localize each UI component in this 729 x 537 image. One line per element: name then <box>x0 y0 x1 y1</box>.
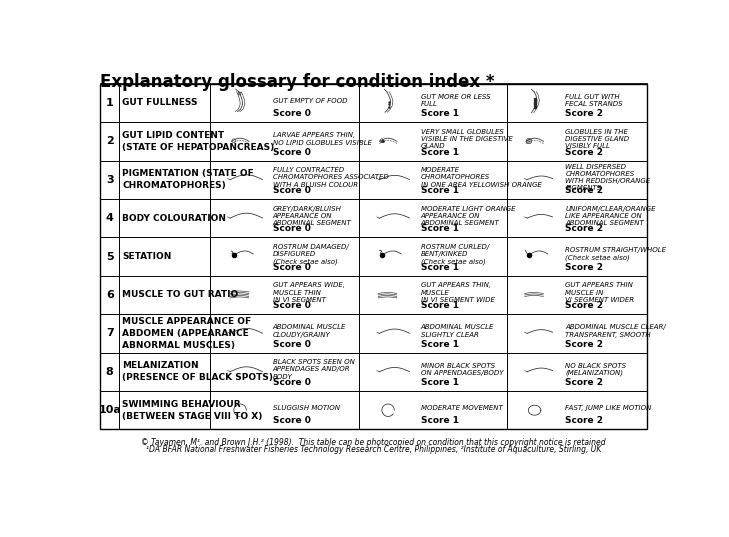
Text: Score 1: Score 1 <box>421 417 459 425</box>
Text: Score 0: Score 0 <box>273 148 311 157</box>
Text: Score 0: Score 0 <box>273 224 311 234</box>
Text: GLOBULES IN THE
DIGESTIVE GLAND
VISIBLY FULL: GLOBULES IN THE DIGESTIVE GLAND VISIBLY … <box>566 129 630 149</box>
Text: Score 1: Score 1 <box>421 378 459 387</box>
Text: 4: 4 <box>106 213 114 223</box>
Text: ABDOMINAL MUSCLE CLEAR/
TRANSPARENT, SMOOTH: ABDOMINAL MUSCLE CLEAR/ TRANSPARENT, SMO… <box>566 324 666 338</box>
Text: PIGMENTATION (STATE OF
CHROMATOPHORES): PIGMENTATION (STATE OF CHROMATOPHORES) <box>122 169 254 190</box>
Text: GUT EMPTY OF FOOD: GUT EMPTY OF FOOD <box>273 98 347 104</box>
Text: SWIMMING BEHAVIOUR
(BETWEEN STAGE VIII TO X): SWIMMING BEHAVIOUR (BETWEEN STAGE VIII T… <box>122 400 262 420</box>
Text: MUSCLE APPEARANCE OF
ABDOMEN (APPEARANCE
ABNORMAL MUSCLES): MUSCLE APPEARANCE OF ABDOMEN (APPEARANCE… <box>122 317 252 350</box>
Text: Score 2: Score 2 <box>566 378 604 387</box>
Text: Score 1: Score 1 <box>421 263 459 272</box>
Text: GREY/DARK/BLUISH
APPEARANCE ON
ABDOMINAL SEGMENT: GREY/DARK/BLUISH APPEARANCE ON ABDOMINAL… <box>273 206 351 226</box>
Text: GUT APPEARS THIN,
MUSCLE
IN VI SEGMENT WIDE: GUT APPEARS THIN, MUSCLE IN VI SEGMENT W… <box>421 282 494 303</box>
Text: Score 2: Score 2 <box>566 186 604 195</box>
Text: Score 0: Score 0 <box>273 109 311 118</box>
Text: Score 0: Score 0 <box>273 263 311 272</box>
Text: ROSTRUM STRAIGHT/WHOLE
(Check setae also): ROSTRUM STRAIGHT/WHOLE (Check setae also… <box>566 248 666 261</box>
Text: GUT FULLNESS: GUT FULLNESS <box>122 98 198 107</box>
Text: Score 2: Score 2 <box>566 339 604 349</box>
Text: NO BLACK SPOTS
(MELANIZATION): NO BLACK SPOTS (MELANIZATION) <box>566 362 626 376</box>
Text: Score 1: Score 1 <box>421 109 459 118</box>
Text: ¹DA BFAR National Freshwater Fisheries Technology Research Centre, Philippines, : ¹DA BFAR National Freshwater Fisheries T… <box>146 445 601 454</box>
Text: MODERATE
CHROMATOPHORES
IN ONE AREA YELLOWISH ORANGE: MODERATE CHROMATOPHORES IN ONE AREA YELL… <box>421 167 542 187</box>
Text: 6: 6 <box>106 290 114 300</box>
Text: Score 1: Score 1 <box>421 339 459 349</box>
Text: Score 2: Score 2 <box>566 263 604 272</box>
Text: Explanatory glossary for condition index *: Explanatory glossary for condition index… <box>101 73 495 91</box>
Text: SLUGGISH MOTION: SLUGGISH MOTION <box>273 405 340 411</box>
Text: 1: 1 <box>106 98 114 108</box>
Text: Score 0: Score 0 <box>273 301 311 310</box>
Text: LARVAE APPEARS THIN,
NO LIPID GLOBULES VISIBLE: LARVAE APPEARS THIN, NO LIPID GLOBULES V… <box>273 133 372 146</box>
Text: FULL GUT WITH
FECAL STRANDS: FULL GUT WITH FECAL STRANDS <box>566 94 623 107</box>
Text: MUSCLE TO GUT RATIO: MUSCLE TO GUT RATIO <box>122 291 238 300</box>
Text: MODERATE MOVEMENT: MODERATE MOVEMENT <box>421 405 502 411</box>
Text: ROSTRUM DAMAGED/
DISFIGURED
(Check setae also): ROSTRUM DAMAGED/ DISFIGURED (Check setae… <box>273 244 348 265</box>
Text: MINOR BLACK SPOTS
ON APPENDAGES/BODY: MINOR BLACK SPOTS ON APPENDAGES/BODY <box>421 363 503 376</box>
Text: 10a: 10a <box>98 405 121 415</box>
Text: GUT MORE OR LESS
FULL: GUT MORE OR LESS FULL <box>421 94 491 107</box>
Text: Score 2: Score 2 <box>566 224 604 234</box>
Text: Score 1: Score 1 <box>421 224 459 234</box>
Text: ROSTRUM CURLED/
BENT/KINKED
(Check setae also): ROSTRUM CURLED/ BENT/KINKED (Check setae… <box>421 244 489 265</box>
Text: BODY COLOURATION: BODY COLOURATION <box>122 214 226 223</box>
Text: GUT APPEARS THIN
MUSCLE IN
VI SEGMENT WIDER: GUT APPEARS THIN MUSCLE IN VI SEGMENT WI… <box>566 282 634 303</box>
Text: 8: 8 <box>106 367 114 377</box>
Text: 5: 5 <box>106 251 114 262</box>
Text: GUT APPEARS WIDE,
MUSCLE THIN
IN VI SEGMENT: GUT APPEARS WIDE, MUSCLE THIN IN VI SEGM… <box>273 282 345 303</box>
Text: ABDOMINAL MUSCLE
SLIGHTLY CLEAR: ABDOMINAL MUSCLE SLIGHTLY CLEAR <box>421 324 494 338</box>
Text: 2: 2 <box>106 136 114 146</box>
Text: VERY SMALL GLOBULES
VISIBLE IN THE DIGESTIVE
GLAND: VERY SMALL GLOBULES VISIBLE IN THE DIGES… <box>421 129 512 149</box>
Text: UNIFORM/CLEAR/ORANGE
LIKE APPEARANCE ON
ABDOMINAL SEGMENT: UNIFORM/CLEAR/ORANGE LIKE APPEARANCE ON … <box>566 206 656 226</box>
Text: Score 1: Score 1 <box>421 301 459 310</box>
Text: Score 2: Score 2 <box>566 148 604 157</box>
Text: Score 0: Score 0 <box>273 378 311 387</box>
Text: © Tayamen, M¹. and Brown J.H.² (1998).  This table can be photocopied on conditi: © Tayamen, M¹. and Brown J.H.² (1998). T… <box>141 438 606 447</box>
Text: Score 1: Score 1 <box>421 148 459 157</box>
Text: Score 0: Score 0 <box>273 417 311 425</box>
Text: Score 2: Score 2 <box>566 109 604 118</box>
Text: MODERATE LIGHT ORANGE
APPEARANCE ON
ABDOMINAL SEGMENT: MODERATE LIGHT ORANGE APPEARANCE ON ABDO… <box>421 206 515 226</box>
Text: Score 2: Score 2 <box>566 417 604 425</box>
Text: FULLY CONTRACTED
CHROMATOPHORES ASSOCIATED
WITH A BLUISH COLOUR: FULLY CONTRACTED CHROMATOPHORES ASSOCIAT… <box>273 167 389 187</box>
Text: ABDOMINAL MUSCLE
CLOUDY/GRAINY: ABDOMINAL MUSCLE CLOUDY/GRAINY <box>273 324 346 338</box>
Text: 3: 3 <box>106 175 114 185</box>
Text: BLACK SPOTS SEEN ON
APPENDAGES AND/OR
BODY: BLACK SPOTS SEEN ON APPENDAGES AND/OR BO… <box>273 359 354 380</box>
Circle shape <box>526 139 531 144</box>
Text: Score 2: Score 2 <box>566 301 604 310</box>
Text: Score 0: Score 0 <box>273 339 311 349</box>
Text: SETATION: SETATION <box>122 252 171 261</box>
Text: 7: 7 <box>106 329 114 338</box>
Text: Score 1: Score 1 <box>421 186 459 195</box>
Text: WELL DISPERSED
CHROMATOPHORES
WITH REDDISH/ORANGE
PIGMENTS: WELL DISPERSED CHROMATOPHORES WITH REDDI… <box>566 164 650 191</box>
Bar <box>101 84 647 430</box>
Text: Score 0: Score 0 <box>273 186 311 195</box>
Text: MELANIZATION
(PRESENCE OF BLACK SPOTS): MELANIZATION (PRESENCE OF BLACK SPOTS) <box>122 361 273 382</box>
Text: FAST, JUMP LIKE MOTION: FAST, JUMP LIKE MOTION <box>566 405 652 411</box>
Text: GUT LIPID CONTENT
(STATE OF HEPATOPANCREAS): GUT LIPID CONTENT (STATE OF HEPATOPANCRE… <box>122 131 274 152</box>
